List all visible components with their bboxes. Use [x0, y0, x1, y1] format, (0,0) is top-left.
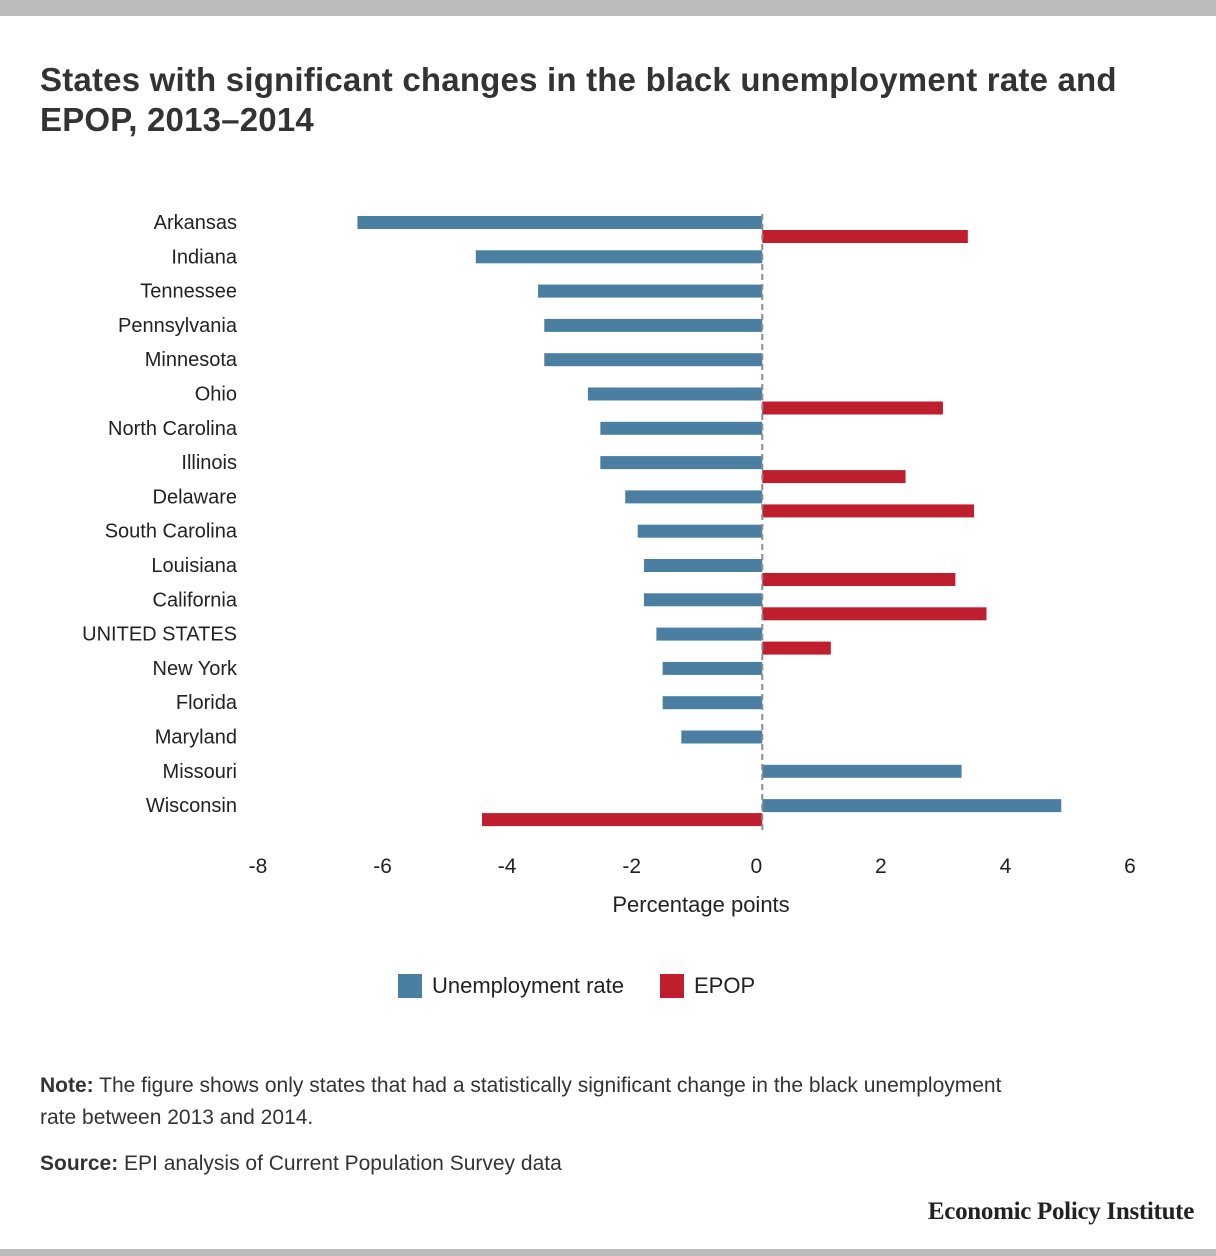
bar-chart: Arkansas Indiana Tennessee Pennsylvania Minn…	[82, 212, 1136, 917]
bar-unemployment-rate-new-york	[662, 661, 763, 675]
x-tick-label: 2	[875, 855, 887, 878]
bar-epop-united-states	[762, 641, 831, 655]
category-label-minnesota: Minnesota	[145, 349, 238, 371]
category-label-north-carolina: North Carolina	[108, 418, 238, 440]
category-label-ohio: Ohio	[195, 384, 237, 406]
category-label-united-states: UNITED STATES	[82, 624, 237, 646]
bar-epop-louisiana	[762, 573, 956, 586]
category-label-california: California	[153, 589, 238, 611]
bar-unemployment-rate-north-carolina	[600, 421, 763, 435]
bar-unemployment-rate-minnesota	[544, 353, 763, 367]
x-tick-label: -4	[498, 855, 517, 878]
bar-epop-california	[762, 607, 987, 621]
legend-item-unemployment: Unemployment rate	[398, 973, 624, 999]
note: Note: The figure shows only states that …	[40, 1070, 1040, 1134]
top-border	[0, 0, 1216, 16]
bar-unemployment-rate-missouri	[762, 764, 962, 778]
category-label-new-york: New York	[153, 658, 238, 680]
category-label-maryland: Maryland	[155, 727, 237, 749]
bar-unemployment-rate-louisiana	[643, 559, 763, 572]
x-axis-title: Percentage points	[612, 892, 789, 917]
x-tick-label: -8	[249, 855, 268, 878]
bottom-border	[0, 1249, 1216, 1256]
category-label-wisconsin: Wisconsin	[146, 795, 237, 817]
note-label: Note:	[40, 1074, 94, 1097]
x-tick-label: 6	[1124, 855, 1136, 878]
category-label-florida: Florida	[176, 692, 238, 714]
category-labels: Arkansas Indiana Tennessee Pennsylvania Minn…	[82, 212, 238, 817]
category-label-illinois: Illinois	[181, 452, 237, 474]
legend-label-epop: EPOP	[693, 973, 756, 998]
x-axis-ticks: -8 -6 -4 -2 0 2 4 6	[249, 855, 1136, 878]
bar-unemployment-rate-california	[643, 593, 763, 607]
legend-item-epop: EPOP	[659, 973, 756, 999]
bar-epop-illinois	[762, 470, 906, 484]
category-label-delaware: Delaware	[153, 486, 237, 508]
bar-unemployment-rate-illinois	[600, 456, 763, 470]
source-label: Source:	[40, 1152, 119, 1175]
brand-logo: Economic Policy Institute	[927, 1198, 1194, 1225]
note-text: The figure shows only states that had a …	[40, 1074, 1002, 1129]
category-label-louisiana: Louisiana	[151, 555, 238, 577]
bar-unemployment-rate-arkansas	[357, 216, 763, 229]
x-tick-label: 4	[1000, 855, 1012, 878]
bar-epop-arkansas	[762, 230, 968, 243]
legend-swatch-unemployment	[398, 974, 422, 998]
category-label-south-carolina: South Carolina	[105, 521, 238, 543]
bar-unemployment-rate-ohio	[587, 387, 763, 401]
category-label-pennsylvania: Pennsylvania	[118, 315, 238, 337]
legend: Unemployment rate EPOP	[398, 973, 791, 999]
bar-epop-delaware	[762, 504, 975, 518]
source: Source: EPI analysis of Current Populati…	[40, 1148, 562, 1180]
bar-unemployment-rate-pennsylvania	[544, 318, 763, 332]
bars-group	[357, 216, 1062, 827]
bar-unemployment-rate-maryland	[681, 730, 763, 744]
chart-title: States with significant changes in the b…	[40, 61, 1117, 138]
bar-unemployment-rate-tennessee	[538, 284, 763, 298]
legend-swatch-epop	[659, 974, 684, 998]
x-tick-label: -2	[622, 855, 641, 878]
bar-epop-ohio	[762, 401, 943, 415]
legend-label-unemployment: Unemployment rate	[432, 973, 624, 998]
x-tick-label: 0	[750, 855, 762, 878]
category-label-indiana: Indiana	[171, 246, 237, 268]
bar-unemployment-rate-united-states	[656, 627, 763, 641]
bar-unemployment-rate-south-carolina	[637, 524, 763, 538]
category-label-missouri: Missouri	[163, 761, 237, 783]
bar-unemployment-rate-florida	[662, 696, 763, 710]
bar-epop-wisconsin	[482, 813, 763, 827]
category-label-tennessee: Tennessee	[140, 281, 237, 303]
x-tick-label: -6	[373, 855, 392, 878]
source-text: EPI analysis of Current Population Surve…	[118, 1152, 562, 1175]
bar-unemployment-rate-wisconsin	[762, 799, 1062, 813]
bar-unemployment-rate-indiana	[475, 250, 763, 264]
category-label-arkansas: Arkansas	[154, 212, 237, 234]
bar-unemployment-rate-delaware	[625, 490, 763, 504]
